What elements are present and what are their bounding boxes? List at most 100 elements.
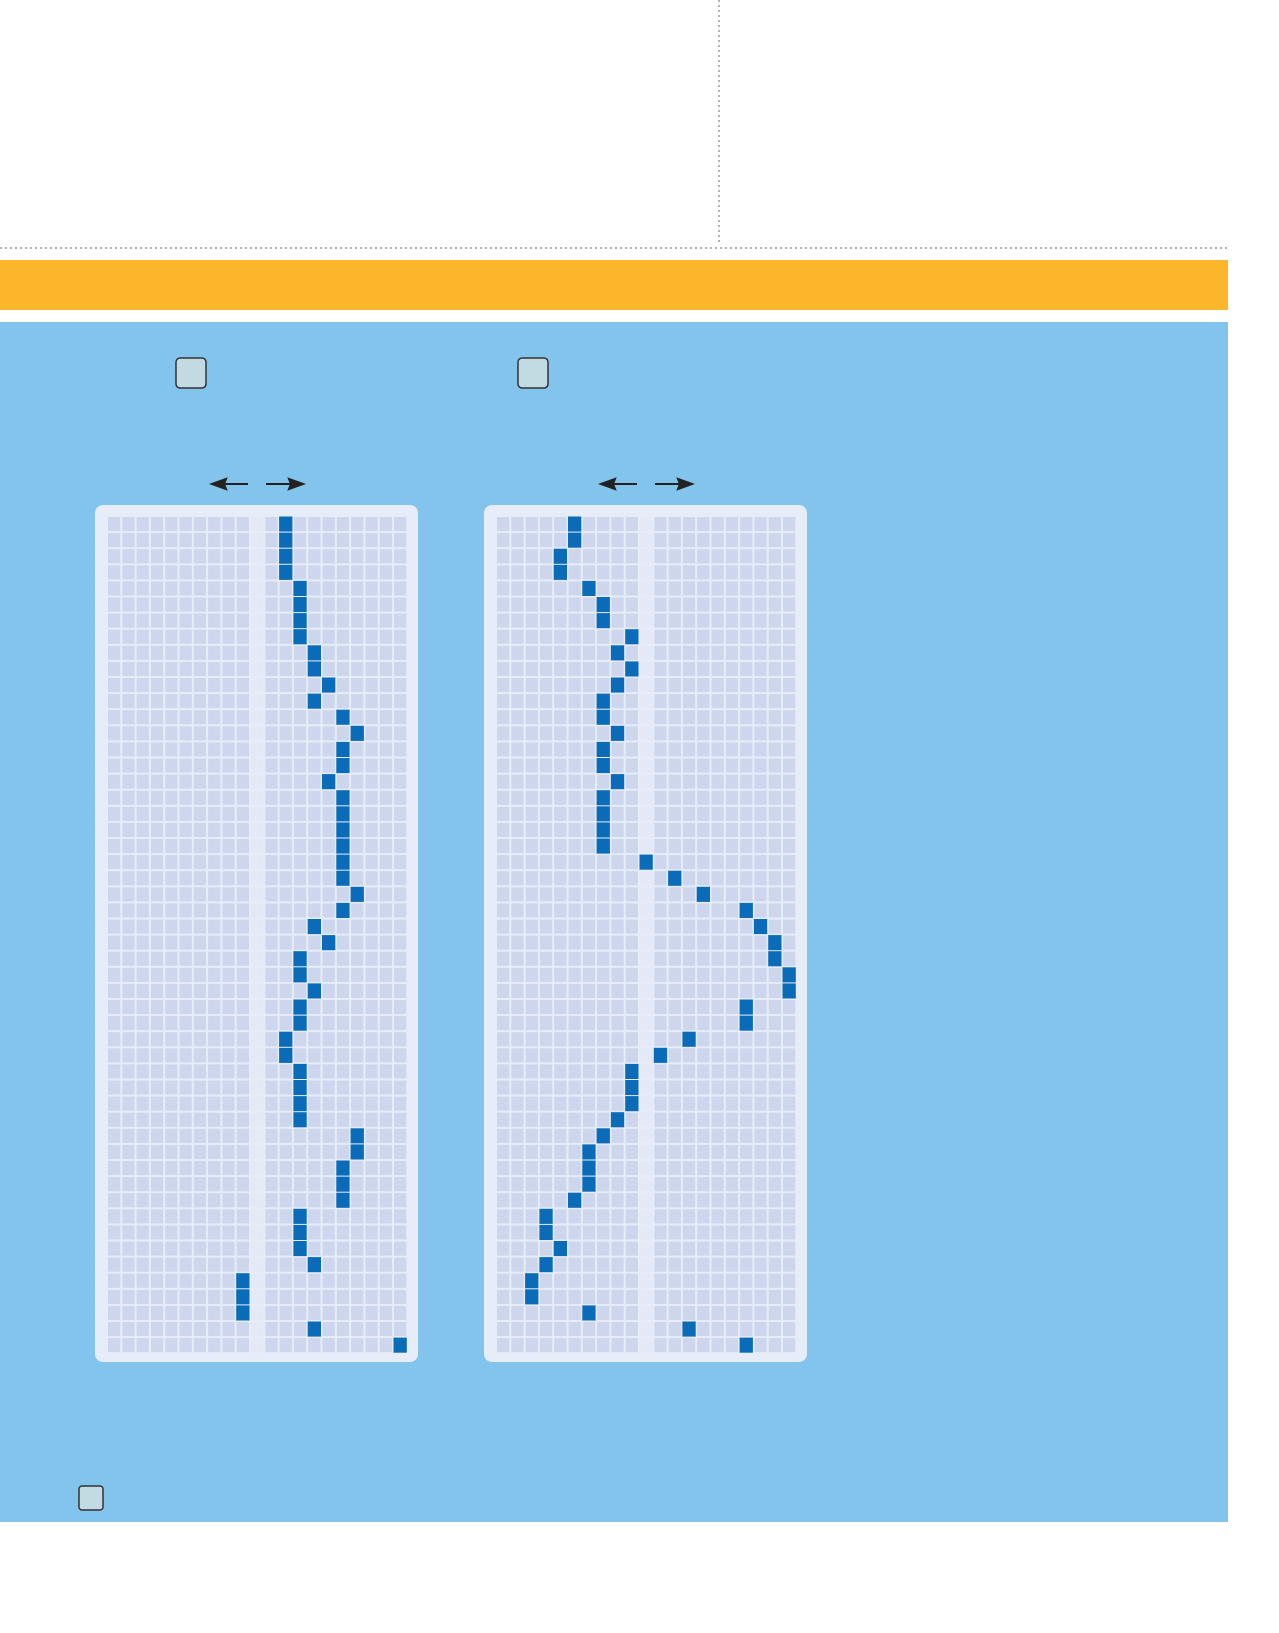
grid-cell <box>365 758 378 773</box>
grid-cell <box>611 517 624 532</box>
grid-cell <box>668 855 681 870</box>
grid-cell <box>165 645 178 660</box>
grid-cell <box>783 1144 796 1159</box>
grid-cell <box>568 1096 581 1111</box>
grid-cell <box>193 855 207 870</box>
grid-cell <box>497 967 510 982</box>
grid-cell <box>379 887 392 902</box>
grid-cell <box>697 1193 710 1208</box>
grid-cell <box>193 806 207 821</box>
grid-cell <box>740 1257 753 1272</box>
grid-cell <box>611 839 624 854</box>
grid-cell <box>611 1032 624 1047</box>
grid-cell <box>122 710 135 725</box>
grid-cell <box>179 1193 192 1208</box>
step-mark <box>336 870 350 886</box>
grid-cell <box>394 1257 407 1272</box>
label-box <box>175 357 207 389</box>
grid-cell <box>654 1128 667 1143</box>
grid-cell <box>222 887 235 902</box>
grid-cell <box>497 790 510 805</box>
grid-cell <box>279 645 292 660</box>
grid-cell <box>597 903 610 918</box>
step-mark <box>582 1305 596 1321</box>
grid-cell <box>279 871 292 886</box>
grid-cell <box>511 871 524 886</box>
grid-cell <box>122 1112 135 1127</box>
grid-cell <box>222 597 235 612</box>
grid-cell <box>193 1177 207 1192</box>
grid-cell <box>754 661 767 676</box>
grid-cell <box>308 822 321 837</box>
grid-cell <box>165 790 178 805</box>
step-mark <box>739 1015 753 1031</box>
grid-cell <box>711 1000 724 1015</box>
grid-cell <box>768 549 781 564</box>
grid-cell <box>682 790 696 805</box>
grid-cell <box>179 903 192 918</box>
grid-cell <box>379 1289 392 1304</box>
grid-cell <box>554 935 567 950</box>
grid-cell <box>179 1016 192 1031</box>
grid-cell <box>740 581 753 596</box>
grid-cell <box>625 1161 638 1176</box>
grid-cell <box>725 1289 739 1304</box>
grid-cell <box>625 742 638 757</box>
grid-cell <box>554 1048 567 1063</box>
grid-cell <box>611 919 624 934</box>
grid-cell <box>222 694 235 709</box>
grid-cell <box>322 645 335 660</box>
grid-cell <box>208 1193 221 1208</box>
grid-cell <box>308 855 321 870</box>
grid-cell <box>365 1193 378 1208</box>
grid-cell <box>725 1273 739 1288</box>
grid-cell <box>497 871 510 886</box>
grid-cell <box>165 967 178 982</box>
grid-cell <box>122 1322 135 1337</box>
grid-cell <box>251 1112 264 1127</box>
grid-cell <box>582 887 596 902</box>
grid-cell <box>711 1322 724 1337</box>
grid-cell <box>208 806 221 821</box>
grid-cell <box>682 1128 696 1143</box>
grid-cell <box>251 581 264 596</box>
grid-cell <box>582 855 596 870</box>
grid-cell <box>511 597 524 612</box>
grid-cell <box>740 742 753 757</box>
grid-cell <box>711 565 724 580</box>
grid-cell <box>136 887 149 902</box>
grid-cell <box>754 903 767 918</box>
grid-cell <box>539 1000 553 1015</box>
grid-cell <box>150 855 164 870</box>
grid-cell <box>365 726 378 741</box>
grid-cell <box>697 855 710 870</box>
grid-cell <box>150 1048 164 1063</box>
grid-cell <box>640 661 653 676</box>
grid-cell <box>697 1000 710 1015</box>
grid-cell <box>568 1080 581 1095</box>
step-mark <box>539 1257 553 1273</box>
grid-cell <box>582 839 596 854</box>
grid-cell <box>611 855 624 870</box>
grid-cell <box>208 629 221 644</box>
grid-cell <box>511 710 524 725</box>
grid-cell <box>768 887 781 902</box>
grid-cell <box>697 1161 710 1176</box>
grid-cell <box>122 1338 135 1353</box>
grid-cell <box>768 710 781 725</box>
grid-cell <box>740 645 753 660</box>
grid-cell <box>336 1000 350 1015</box>
grid-cell <box>783 839 796 854</box>
grid-cell <box>654 581 667 596</box>
grid-cell <box>279 1289 292 1304</box>
grid-cell <box>783 1048 796 1063</box>
grid-cell <box>251 887 264 902</box>
grid-cell <box>236 694 249 709</box>
grid-cell <box>336 629 350 644</box>
grid-cell <box>783 581 796 596</box>
step-mark <box>682 1031 696 1047</box>
grid-cell <box>351 678 364 693</box>
grid-cell <box>251 1000 264 1015</box>
grid-cell <box>208 1000 221 1015</box>
grid-cell <box>525 758 538 773</box>
